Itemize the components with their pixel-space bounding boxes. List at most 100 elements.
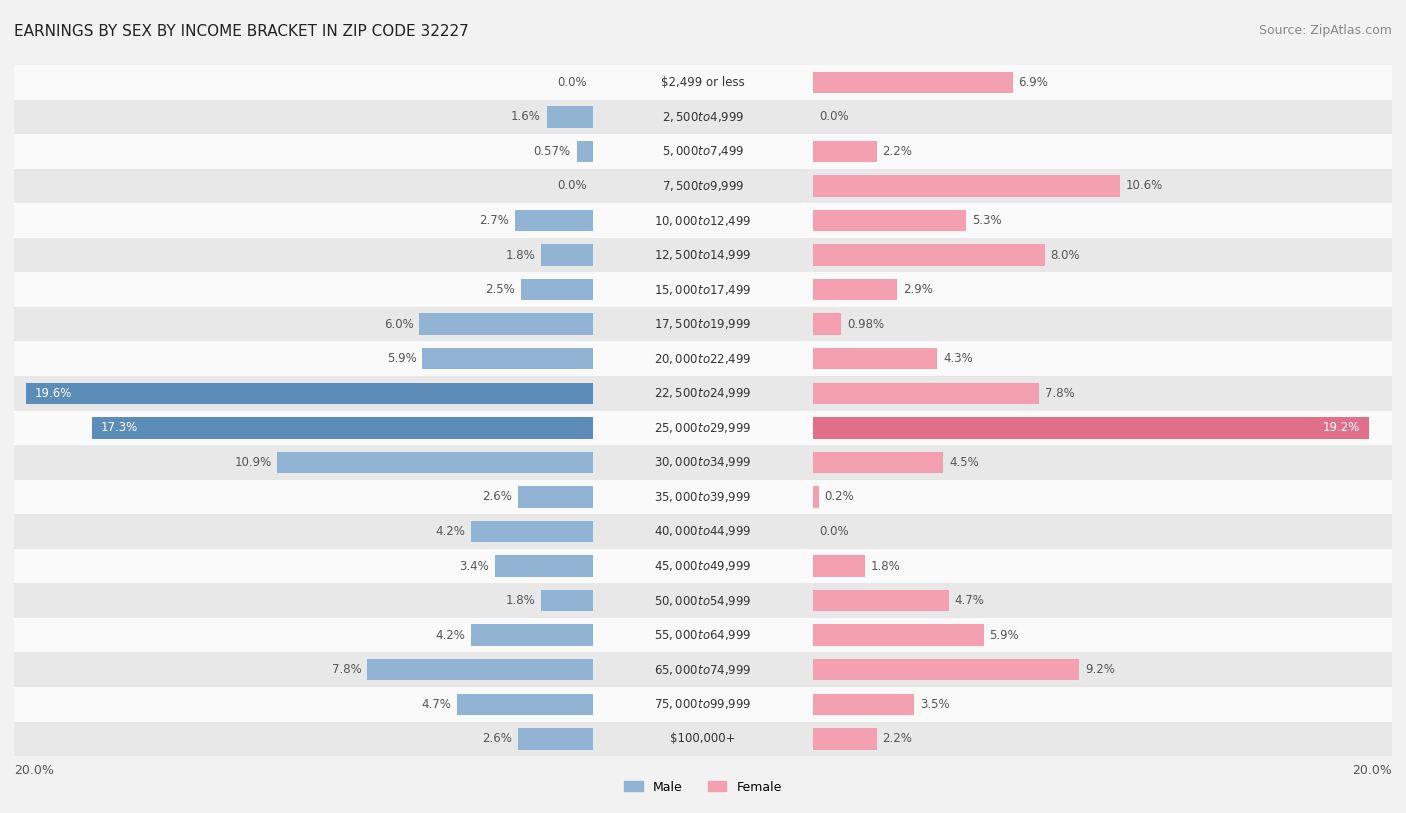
Bar — [233, 307, 1392, 341]
Bar — [153, 480, 1253, 514]
Text: 1.8%: 1.8% — [505, 594, 536, 607]
Text: $22,500 to $24,999: $22,500 to $24,999 — [654, 386, 752, 400]
Text: $65,000 to $74,999: $65,000 to $74,999 — [654, 663, 752, 676]
Bar — [233, 99, 1392, 134]
Text: 7.8%: 7.8% — [1045, 387, 1074, 400]
Bar — [153, 618, 1253, 652]
Bar — [233, 445, 1392, 480]
Bar — [813, 624, 984, 646]
Text: $7,500 to $9,999: $7,500 to $9,999 — [662, 179, 744, 193]
Bar — [520, 279, 593, 300]
Bar — [14, 341, 1173, 376]
Bar — [14, 307, 1173, 341]
Text: 6.9%: 6.9% — [1018, 76, 1049, 89]
Text: $12,500 to $14,999: $12,500 to $14,999 — [654, 248, 752, 262]
Text: 7.8%: 7.8% — [332, 663, 361, 676]
Bar — [14, 549, 1173, 583]
Text: 4.7%: 4.7% — [955, 594, 984, 607]
Bar — [457, 693, 593, 715]
Text: $40,000 to $44,999: $40,000 to $44,999 — [654, 524, 752, 538]
Bar — [233, 722, 1392, 756]
Bar — [153, 237, 1253, 272]
Bar — [547, 107, 593, 128]
Bar — [576, 141, 593, 162]
Text: 19.6%: 19.6% — [34, 387, 72, 400]
Text: 2.2%: 2.2% — [883, 733, 912, 746]
Text: $2,500 to $4,999: $2,500 to $4,999 — [662, 110, 744, 124]
Bar — [233, 203, 1392, 237]
Bar — [517, 486, 593, 507]
Bar — [14, 445, 1173, 480]
Text: $30,000 to $34,999: $30,000 to $34,999 — [654, 455, 752, 469]
Bar — [14, 203, 1173, 237]
Text: 2.6%: 2.6% — [482, 733, 512, 746]
Text: 8.0%: 8.0% — [1050, 249, 1080, 262]
Bar — [517, 728, 593, 750]
Bar — [93, 417, 593, 438]
Bar — [813, 555, 865, 576]
Text: 2.7%: 2.7% — [479, 214, 509, 227]
Text: 3.4%: 3.4% — [458, 559, 489, 572]
Bar — [813, 141, 877, 162]
Text: 9.2%: 9.2% — [1085, 663, 1115, 676]
Text: $20,000 to $22,499: $20,000 to $22,499 — [654, 352, 752, 366]
Text: 4.2%: 4.2% — [436, 628, 465, 641]
Text: 0.0%: 0.0% — [558, 180, 588, 193]
Text: $25,000 to $29,999: $25,000 to $29,999 — [654, 421, 752, 435]
Text: 0.2%: 0.2% — [824, 490, 855, 503]
Bar — [153, 65, 1253, 99]
Text: 0.0%: 0.0% — [558, 76, 588, 89]
Text: $15,000 to $17,499: $15,000 to $17,499 — [654, 283, 752, 297]
Text: 5.9%: 5.9% — [387, 352, 416, 365]
Bar — [541, 590, 593, 611]
Text: 1.8%: 1.8% — [505, 249, 536, 262]
Bar — [813, 314, 841, 335]
Text: $35,000 to $39,999: $35,000 to $39,999 — [654, 490, 752, 504]
Bar — [153, 376, 1253, 411]
Bar — [233, 237, 1392, 272]
Text: 1.6%: 1.6% — [510, 111, 541, 124]
Bar — [233, 134, 1392, 168]
Bar — [367, 659, 593, 680]
Text: 6.0%: 6.0% — [384, 318, 413, 331]
Text: $10,000 to $12,499: $10,000 to $12,499 — [654, 214, 752, 228]
Bar — [14, 722, 1173, 756]
Bar — [813, 728, 877, 750]
Bar — [233, 65, 1392, 99]
Bar — [14, 65, 1173, 99]
Bar — [14, 480, 1173, 514]
Bar — [14, 237, 1173, 272]
Text: 4.3%: 4.3% — [943, 352, 973, 365]
Text: 2.5%: 2.5% — [485, 283, 515, 296]
Text: $50,000 to $54,999: $50,000 to $54,999 — [654, 593, 752, 607]
Bar — [233, 376, 1392, 411]
Bar — [153, 445, 1253, 480]
Bar — [515, 210, 593, 231]
Text: $5,000 to $7,499: $5,000 to $7,499 — [662, 145, 744, 159]
Text: 0.0%: 0.0% — [818, 525, 848, 538]
Bar — [541, 245, 593, 266]
Bar — [813, 590, 949, 611]
Text: 3.5%: 3.5% — [920, 698, 949, 711]
Text: $55,000 to $64,999: $55,000 to $64,999 — [654, 628, 752, 642]
Text: 17.3%: 17.3% — [101, 421, 138, 434]
Text: 2.2%: 2.2% — [883, 145, 912, 158]
Bar — [14, 618, 1173, 652]
Text: $2,499 or less: $2,499 or less — [661, 76, 745, 89]
Bar — [153, 272, 1253, 307]
Bar — [14, 514, 1173, 549]
Bar — [153, 583, 1253, 618]
Text: 1.8%: 1.8% — [870, 559, 901, 572]
Bar — [25, 383, 593, 404]
Bar — [813, 452, 943, 473]
Bar — [153, 134, 1253, 168]
Bar — [14, 652, 1173, 687]
Text: 0.57%: 0.57% — [534, 145, 571, 158]
Text: 0.98%: 0.98% — [848, 318, 884, 331]
Bar — [233, 480, 1392, 514]
Text: 2.6%: 2.6% — [482, 490, 512, 503]
Bar — [419, 314, 593, 335]
Bar — [813, 348, 938, 369]
Text: 19.2%: 19.2% — [1323, 421, 1360, 434]
Text: 5.3%: 5.3% — [972, 214, 1002, 227]
